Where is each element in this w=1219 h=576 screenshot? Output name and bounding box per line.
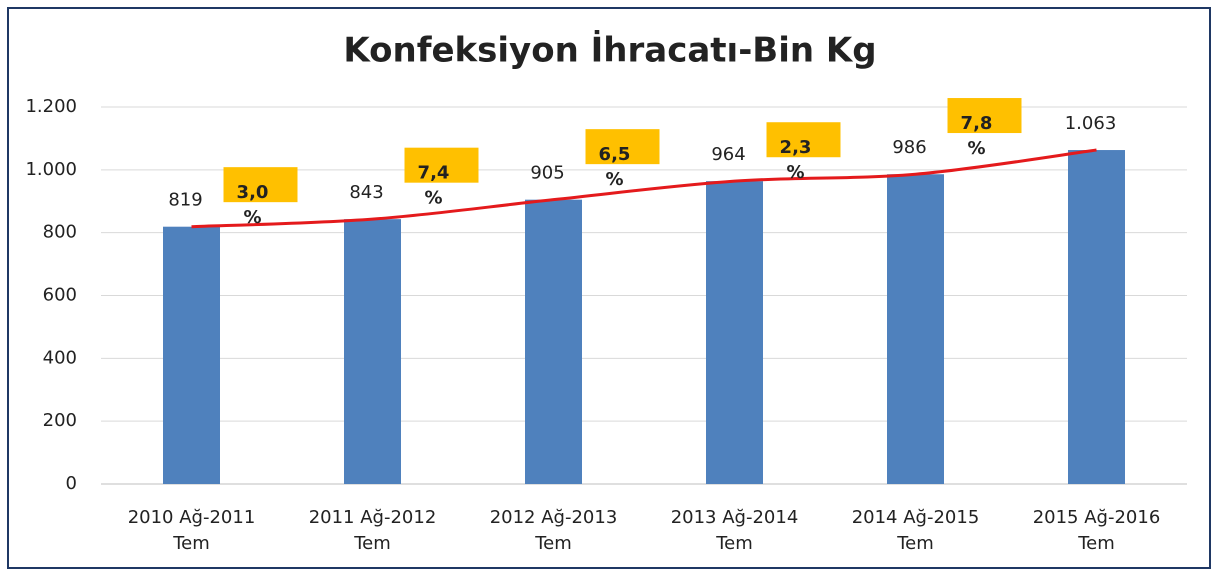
- data-label: 986: [892, 137, 926, 158]
- annotation: 7,4%: [418, 163, 450, 209]
- y-tick-label: 1.000: [25, 159, 77, 180]
- data-label: 1.063: [1065, 113, 1117, 134]
- data-label: 964: [711, 144, 745, 165]
- annotation: 2,3%: [780, 137, 812, 183]
- annotation: 3,0%: [237, 182, 269, 228]
- annotation: 7,8%: [961, 113, 993, 159]
- x-tick-label: 2013 Ağ-2014 Tem: [671, 507, 799, 554]
- y-tick-label: 400: [43, 347, 77, 368]
- annotation-box: [947, 98, 1022, 134]
- y-tick-label: 200: [43, 410, 77, 431]
- bar: [887, 174, 944, 484]
- annotation-box: [766, 122, 841, 158]
- annotation-box: [404, 147, 479, 183]
- chart-title: Konfeksiyon İhracatı-Bin Kg: [343, 30, 876, 71]
- x-tick-label: 2012 Ağ-2013 Tem: [490, 507, 618, 554]
- data-label: 905: [530, 163, 564, 184]
- annotation-box: [585, 129, 660, 165]
- data-label: 843: [349, 182, 383, 203]
- y-tick-label: 1.200: [25, 96, 77, 117]
- bar: [706, 181, 763, 485]
- x-tick-label: 2010 Ağ-2011 Tem: [128, 507, 256, 554]
- bar: [525, 199, 582, 484]
- y-tick-label: 800: [43, 222, 77, 243]
- bar: [1068, 150, 1125, 484]
- annotation: 6,5%: [599, 144, 631, 190]
- y-tick-label: 600: [43, 285, 77, 306]
- data-label: 819: [168, 190, 202, 211]
- bar: [163, 226, 220, 484]
- trend-line: [191, 148, 1097, 229]
- x-tick-label: 2011 Ağ-2012 Tem: [309, 507, 437, 554]
- y-tick-label: 0: [66, 473, 77, 494]
- bar: [344, 219, 401, 484]
- x-tick-label: 2015 Ağ-2016 Tem: [1033, 507, 1161, 554]
- annotation-box: [223, 167, 298, 203]
- x-tick-label: 2014 Ağ-2015 Tem: [852, 507, 980, 554]
